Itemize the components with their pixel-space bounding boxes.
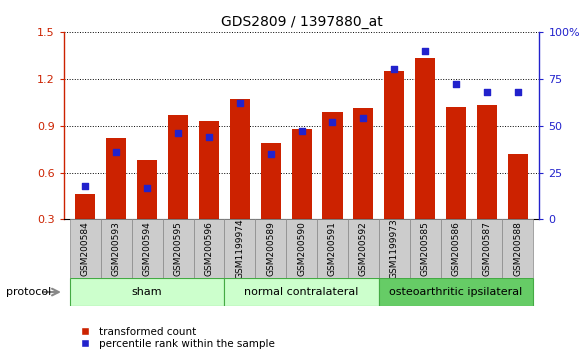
Point (204, 134, 213, 140)
Text: GSM200588: GSM200588 (513, 221, 522, 276)
Bar (224, 278, 379, 306)
Bar (230, 99, 250, 219)
Text: GSM200584: GSM200584 (81, 221, 90, 276)
Bar (106, 138, 126, 219)
Bar (224, 219, 255, 278)
Text: GSM200585: GSM200585 (420, 221, 430, 276)
Bar (194, 219, 224, 278)
Text: GSM1199974: GSM1199974 (235, 218, 244, 279)
Bar (441, 219, 472, 278)
Bar (168, 115, 188, 219)
Bar (472, 219, 502, 278)
Point (513, 89, 523, 95)
Point (328, 119, 337, 125)
Bar (255, 219, 286, 278)
Text: GSM1199973: GSM1199973 (390, 218, 398, 279)
Bar (75, 194, 96, 219)
Bar (70, 219, 101, 278)
Bar (292, 129, 311, 219)
Bar (446, 107, 466, 219)
Point (112, 149, 121, 155)
Point (143, 185, 152, 190)
Point (173, 130, 183, 136)
Point (420, 48, 430, 53)
Bar (415, 58, 435, 219)
Text: GSM200591: GSM200591 (328, 221, 337, 276)
Bar (508, 154, 528, 219)
Text: normal contralateral: normal contralateral (244, 287, 359, 297)
Point (297, 129, 306, 134)
Text: GSM200587: GSM200587 (483, 221, 491, 276)
Text: osteoarthritic ipsilateral: osteoarthritic ipsilateral (389, 287, 523, 297)
Text: GSM200595: GSM200595 (173, 221, 183, 276)
Legend: transformed count, percentile rank within the sample: transformed count, percentile rank withi… (75, 327, 275, 349)
Text: sham: sham (132, 287, 162, 297)
Bar (348, 219, 379, 278)
Point (235, 100, 245, 106)
Bar (384, 71, 404, 219)
Bar (379, 278, 533, 306)
Bar (199, 121, 219, 219)
Text: GSM200589: GSM200589 (266, 221, 276, 276)
Bar (502, 219, 533, 278)
Text: GSM200594: GSM200594 (143, 221, 152, 276)
Title: GDS2809 / 1397880_at: GDS2809 / 1397880_at (221, 16, 382, 29)
Text: GSM200590: GSM200590 (297, 221, 306, 276)
Text: GSM200586: GSM200586 (451, 221, 461, 276)
Point (266, 151, 276, 156)
Text: GSM200592: GSM200592 (359, 221, 368, 276)
Text: protocol: protocol (6, 287, 51, 297)
Bar (322, 112, 343, 219)
Bar (101, 219, 132, 278)
Bar (477, 105, 497, 219)
Point (81, 183, 90, 189)
Text: GSM200596: GSM200596 (205, 221, 213, 276)
Text: GSM200593: GSM200593 (112, 221, 121, 276)
Point (390, 67, 399, 72)
Bar (132, 219, 162, 278)
Point (451, 81, 461, 87)
Bar (260, 143, 281, 219)
Bar (137, 160, 157, 219)
Point (358, 115, 368, 121)
Point (482, 89, 491, 95)
Bar (409, 219, 441, 278)
Bar (162, 219, 194, 278)
Bar (317, 219, 348, 278)
Bar (379, 219, 409, 278)
Bar (353, 108, 374, 219)
Bar (286, 219, 317, 278)
Bar (70, 278, 224, 306)
